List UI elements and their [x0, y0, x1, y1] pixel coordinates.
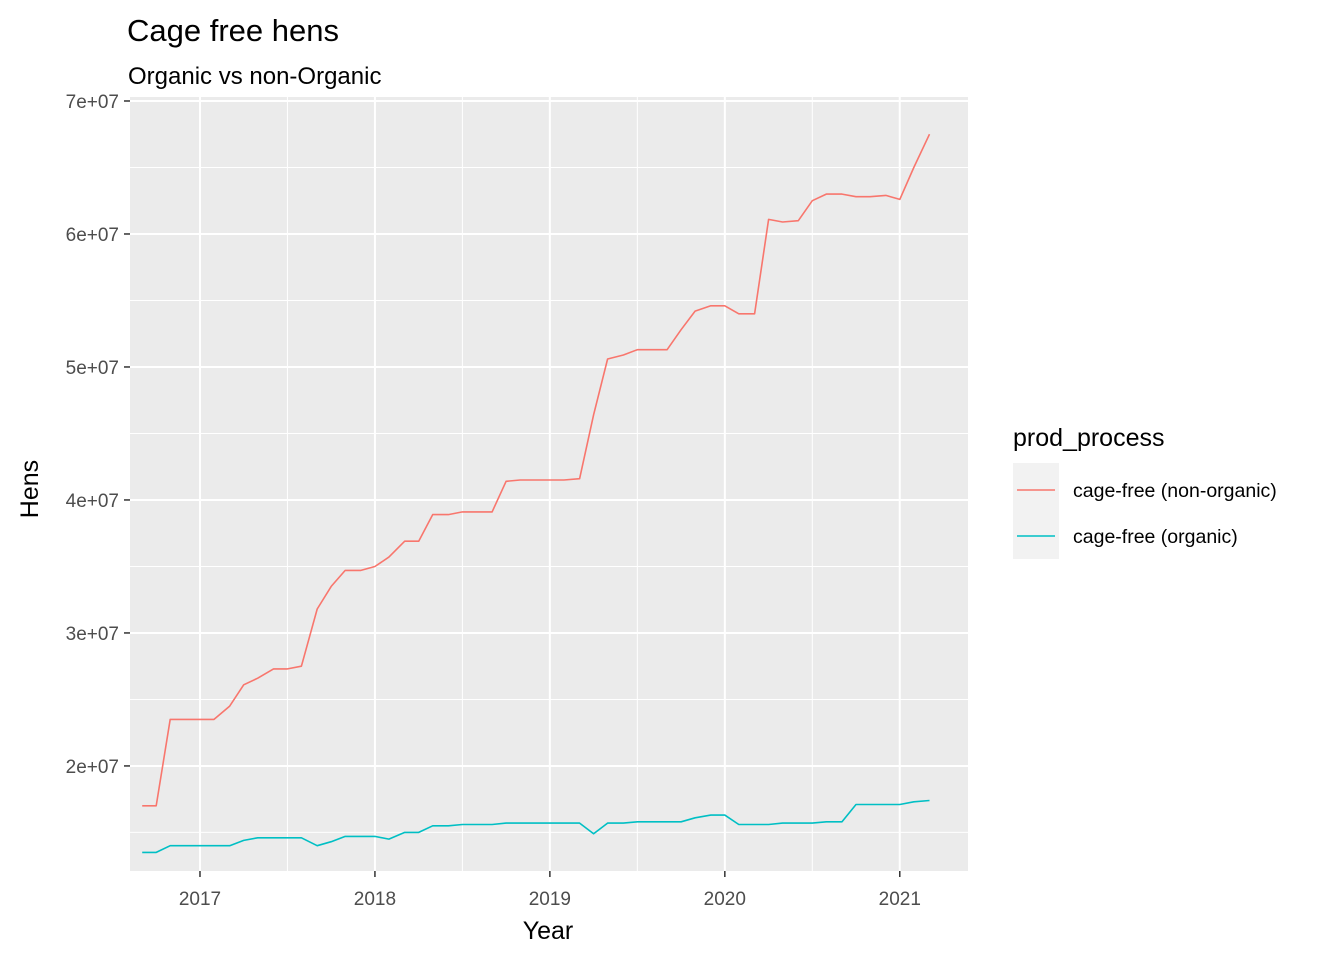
x-tick-label: 2021 — [879, 889, 921, 910]
y-tick-label: 7e+07 — [66, 92, 119, 113]
axis-ticks — [124, 100, 901, 877]
chart-subtitle: Organic vs non-Organic — [128, 63, 381, 90]
y-tick-label: 3e+07 — [66, 624, 119, 645]
x-tick-label: 2017 — [179, 889, 221, 910]
legend-label: cage-free (non-organic) — [1073, 480, 1277, 502]
series-line-non-organic — [142, 133, 931, 807]
legend-items: cage-free (non-organic) cage-free (organi… — [1013, 463, 1277, 559]
legend-label: cage-free (organic) — [1073, 526, 1238, 548]
x-axis-title: Year — [523, 917, 574, 945]
y-tick-label: 5e+07 — [66, 358, 119, 379]
y-axis-title: Hens — [16, 460, 44, 518]
x-tick-label: 2020 — [704, 889, 746, 910]
series-line-organic — [142, 799, 930, 854]
tick-labels: 2017 2018 2019 2020 2021 2e+07 3e+07 4e+07 5e+07… — [66, 92, 921, 910]
chart-title: Cage free hens — [127, 13, 339, 48]
legend-title: prod_process — [1013, 424, 1164, 452]
x-tick-label: 2019 — [529, 889, 571, 910]
major-gridlines — [130, 97, 968, 871]
x-tick-label: 2018 — [354, 889, 396, 910]
legend: prod_process cage-free (non-organic)cage… — [1013, 424, 1277, 559]
series-lines — [142, 133, 931, 854]
y-tick-label: 4e+07 — [66, 491, 119, 512]
y-tick-label: 6e+07 — [66, 225, 119, 246]
y-tick-label: 2e+07 — [66, 757, 119, 778]
